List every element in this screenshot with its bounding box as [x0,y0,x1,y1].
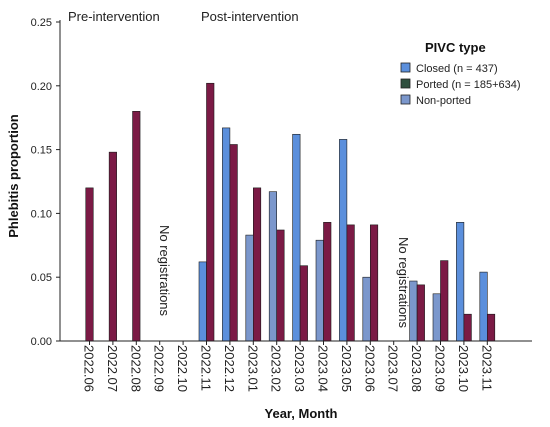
bar-non-ported-2023-08 [409,280,418,342]
legend-swatch-ported [400,78,411,89]
x-axis-title: Year, Month [265,406,338,421]
bar-ported-n-185-634-2023-06 [369,224,379,342]
legend-label-non-ported: Non-ported [416,95,471,107]
x-axis: 2022.06 2022.07 2022.08 2022.09 2022.10 2022.… [60,340,532,392]
bar-non-ported-2023-04 [315,239,324,342]
bar-closed-n-437-2022-11 [198,261,207,342]
bar-non-ported-2023-09 [432,293,441,342]
legend: PIVC type Closed (n = 437) Ported (n = 1… [400,40,521,107]
bar-closed-n-437-2023-10 [456,222,465,342]
bar-ported-n-185-634-2022-11 [206,82,215,342]
y-tick-label: 0.25 [31,17,52,29]
y-tick-label: 0.05 [31,272,52,284]
bar-ported-n-185-634-2023-05 [346,224,355,342]
x-tick-label: 2023.09 [433,345,448,392]
bar-closed-n-437-2023-03 [292,133,301,342]
x-tick-label: 2023.03 [292,345,307,392]
x-tick-label: 2022.09 [152,345,167,392]
legend-title: PIVC type [425,40,486,55]
legend-label-closed: Closed (n = 437) [416,63,498,75]
x-tick-label: 2023.04 [316,345,331,392]
x-tick-label: 2022.07 [105,345,120,392]
legend-label-ported: Ported (n = 185+634) [416,79,521,91]
no-registrations-label-2: No registrations [396,237,411,329]
bar-closed-n-437-2022-12 [222,127,231,342]
y-tick-label: 0.20 [31,81,52,93]
bar-ported-n-185-634-2023-11 [486,313,496,342]
x-tick-label: 2023.01 [245,345,260,392]
x-tick-label: 2023.02 [269,345,284,392]
no-registrations-label-1: No registrations [157,225,172,317]
x-tick-label: 2022.08 [128,345,143,392]
x-tick-label: 2023.11 [479,345,494,391]
bar-closed-n-437-2023-05 [339,139,348,342]
pre-intervention-label: Pre-intervention [68,9,160,24]
x-tick-label: 2023.08 [409,345,424,392]
bar-ported-n-185-634-2023-10 [463,313,472,342]
bar-non-ported-2023-01 [245,234,254,342]
bar-ported-n-185-634-2023-09 [440,260,449,342]
legend-swatch-non-ported [400,94,411,105]
bar-ported-n-185-634-2022-06 [85,187,94,342]
y-tick-label: 0.10 [31,208,52,220]
y-tick-label: 0.15 [31,145,52,157]
bar-ported-n-185-634-2022-07 [108,151,117,342]
x-tick-label: 2023.05 [339,345,354,392]
bar-ported-n-185-634-2023-02 [276,229,285,342]
bar-ported-n-185-634-2022-12 [229,144,238,342]
y-tick-label: 0.00 [31,336,52,348]
bar-ported-n-185-634-2023-04 [323,222,332,342]
bar-closed-n-437-2023-11 [479,271,488,342]
post-intervention-label: Post-intervention [201,9,299,24]
bar-ported-n-185-634-2023-08 [416,284,425,342]
bar-non-ported-2023-06 [362,276,371,342]
x-tick-label: 2023.06 [362,345,377,392]
bar-ported-n-185-634-2023-03 [299,265,308,342]
legend-swatch-closed [400,62,411,73]
x-tick-label: 2022.12 [222,345,237,392]
bar-ported-n-185-634-2022-08 [132,111,141,342]
y-axis-title: Phlebitis proportion [6,114,21,238]
bar-non-ported-2023-02 [268,191,278,342]
x-tick-label: 2022.06 [82,345,97,392]
x-tick-label: 2022.11 [199,345,214,391]
y-axis: 0.00 0.05 0.10 0.15 0.20 0.25 [31,17,61,348]
bar-ported-n-185-634-2023-01 [253,187,262,342]
x-tick-label: 2022.10 [175,345,190,392]
x-tick-label: 2023.07 [386,345,401,392]
x-tick-label: 2023.10 [456,345,471,392]
